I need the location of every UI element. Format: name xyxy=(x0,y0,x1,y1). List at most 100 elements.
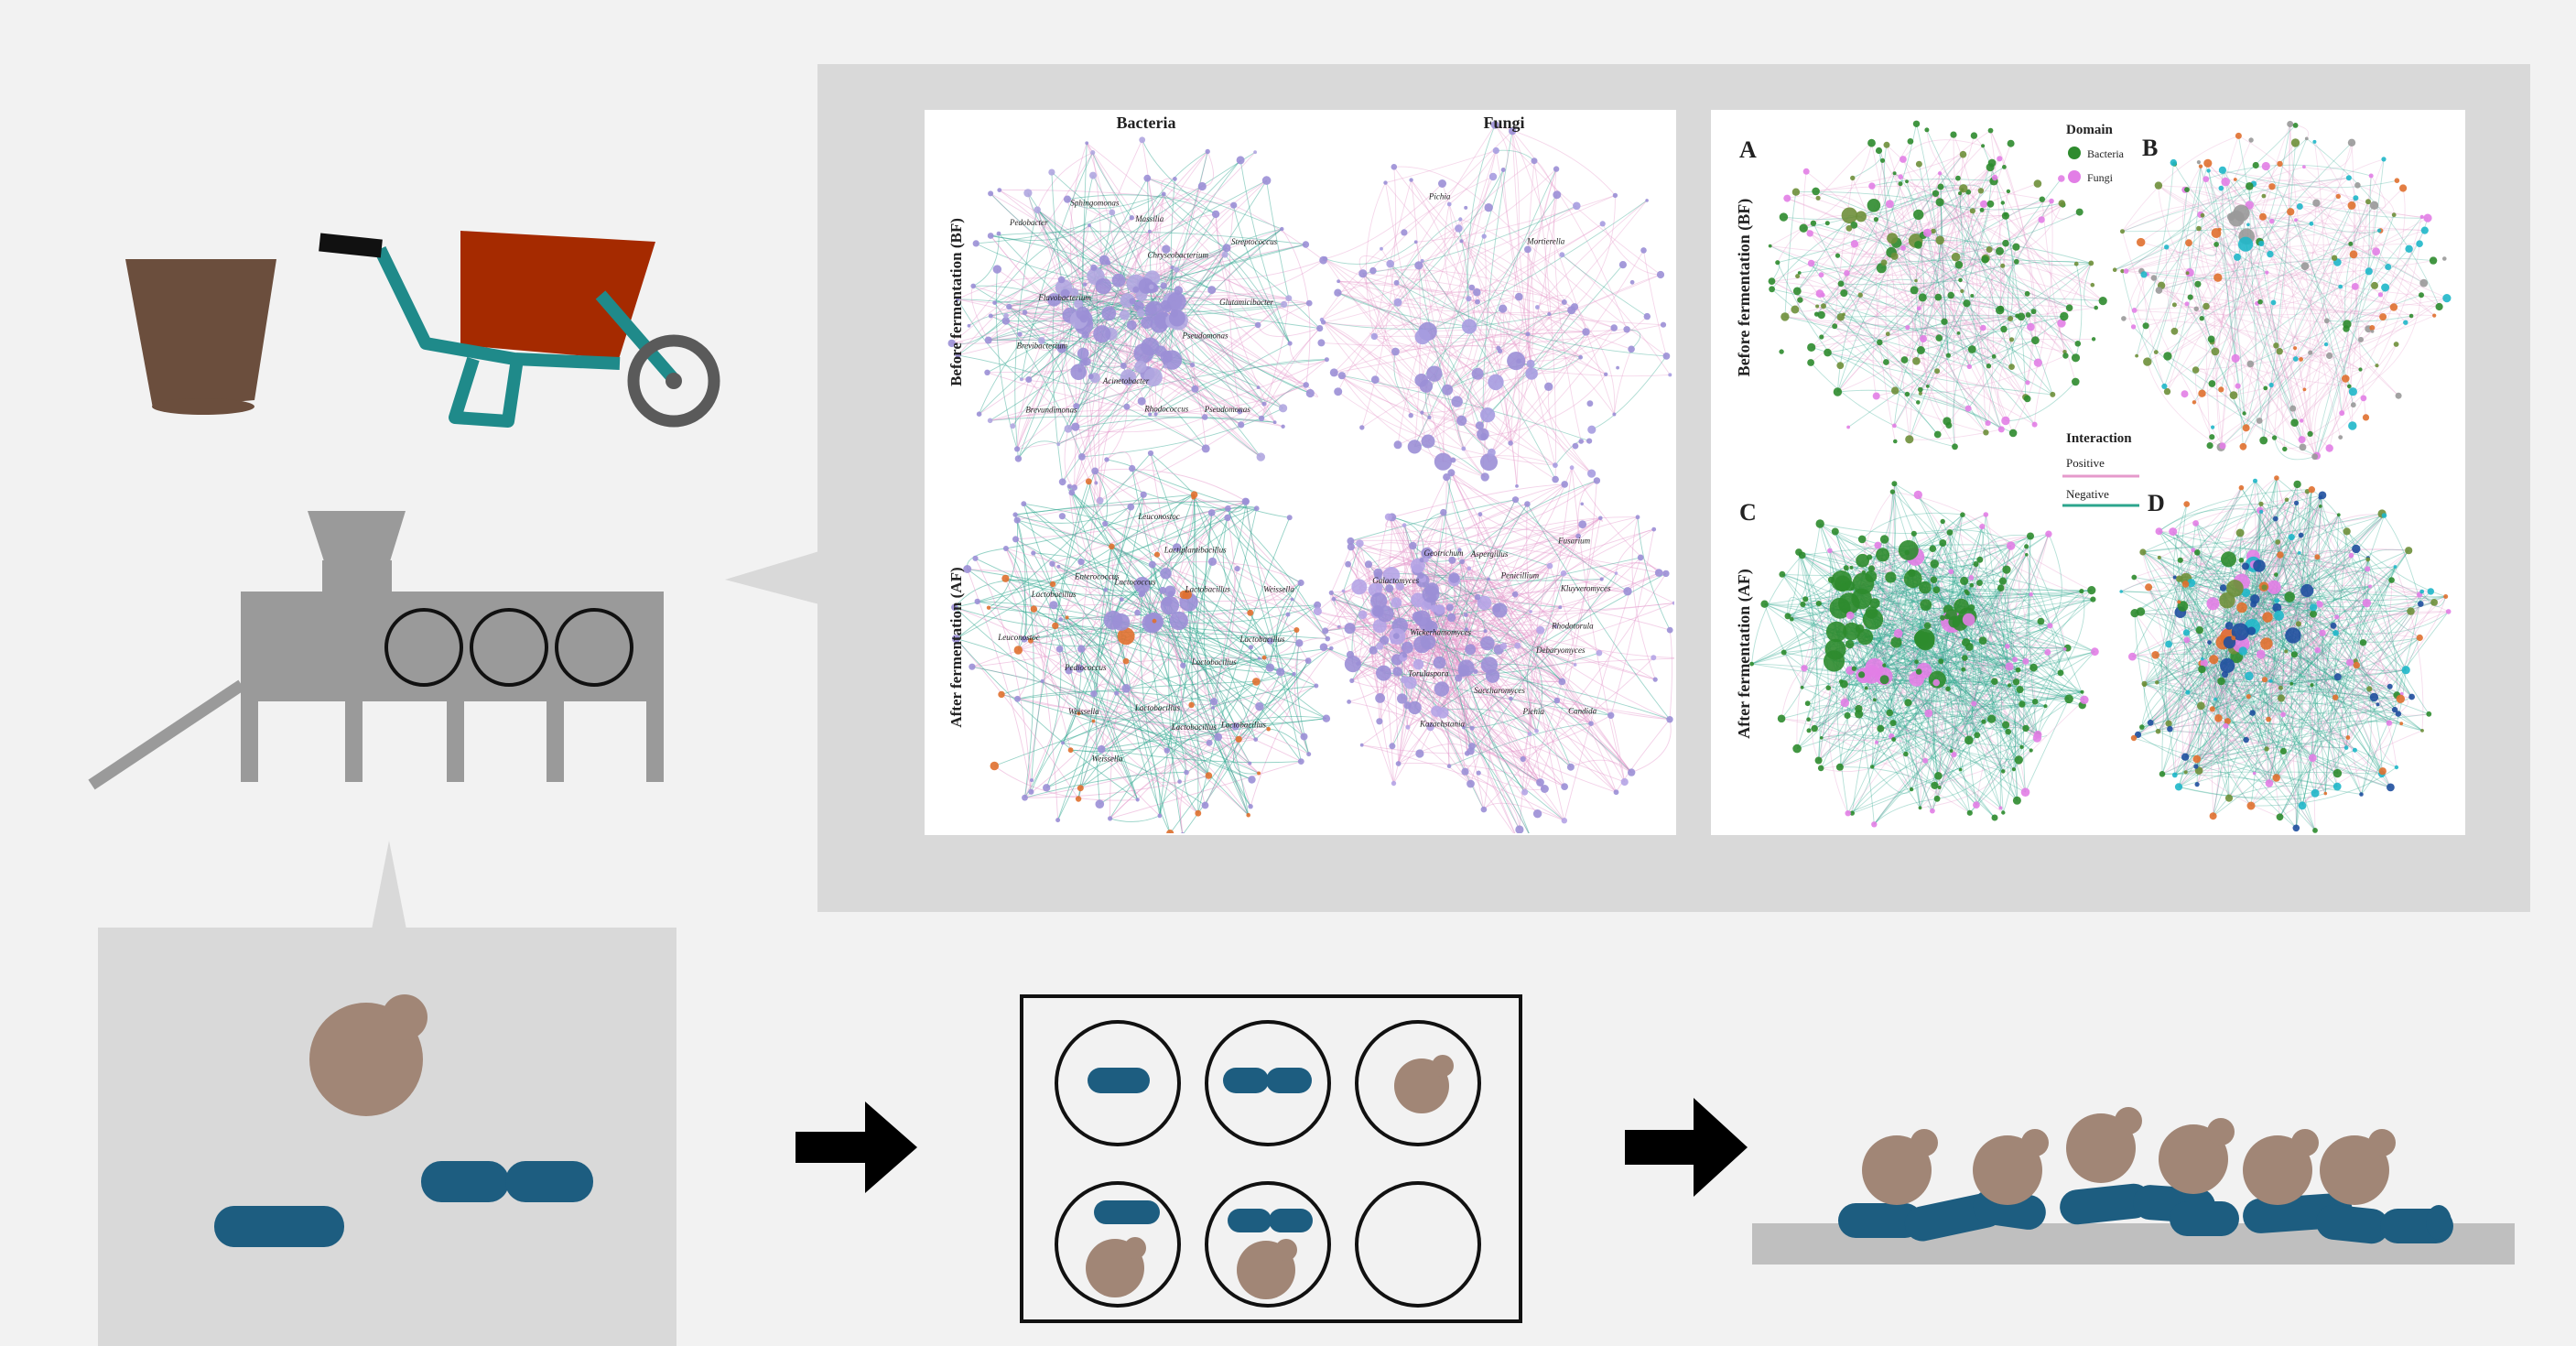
network-node xyxy=(2391,706,2398,713)
network-node xyxy=(1572,442,1579,450)
network-edge xyxy=(1878,150,2035,425)
network-node xyxy=(2165,640,2173,648)
network-edge xyxy=(1920,771,2004,809)
network-edge xyxy=(1438,610,1632,773)
network-edge xyxy=(1377,557,1641,613)
network-node xyxy=(2353,195,2359,201)
network-edge xyxy=(1819,293,1939,435)
network-node xyxy=(1055,818,1061,823)
network-node xyxy=(1797,271,1802,275)
network-edge xyxy=(1959,192,1981,350)
network-node xyxy=(1997,584,2005,592)
network-edge xyxy=(1163,193,1291,344)
network-node xyxy=(1241,497,1250,505)
network-edge xyxy=(1024,775,1209,798)
network-node xyxy=(1480,472,1489,482)
row-label-bf-right: Before fermentation (BF) xyxy=(1735,199,1754,377)
network-node xyxy=(1120,363,1127,369)
network-edge xyxy=(1331,592,1611,716)
network-node xyxy=(2226,212,2235,222)
network-edge xyxy=(2295,624,2303,829)
network-edge xyxy=(1939,646,2008,788)
network-node xyxy=(1134,609,1141,616)
network-edge xyxy=(1771,280,2078,344)
network-edge xyxy=(1823,154,1964,307)
network-node xyxy=(1935,198,1944,207)
network-node xyxy=(1909,787,1914,792)
network-edge xyxy=(2187,662,2212,694)
network-edge xyxy=(1835,536,2031,633)
network-edge xyxy=(2179,578,2303,806)
network-edge xyxy=(2228,585,2371,626)
network-edge xyxy=(1462,672,1511,703)
network-edge xyxy=(1446,389,1486,478)
network-edge xyxy=(1809,233,1986,433)
network-edge xyxy=(1143,228,1283,285)
network-node xyxy=(1337,279,1340,284)
network-node xyxy=(2302,165,2306,169)
network-edge xyxy=(1351,606,1451,681)
network-edge xyxy=(1843,141,1911,294)
network-edge xyxy=(2297,483,2396,711)
network-node xyxy=(1879,535,1889,544)
network-node xyxy=(1129,298,1136,305)
network-edge xyxy=(1932,621,1955,776)
network-edge xyxy=(2198,770,2280,818)
network-edge xyxy=(1482,131,1513,435)
network-edge xyxy=(1939,201,2062,211)
network-edge xyxy=(2189,272,2384,318)
network-node xyxy=(2135,353,2139,358)
network-edge xyxy=(1463,597,1479,728)
network-node xyxy=(1077,559,1085,566)
network-node xyxy=(1525,367,1538,380)
network-edge xyxy=(1921,316,2064,351)
network-node xyxy=(1910,286,1919,295)
network-edge xyxy=(2303,343,2327,390)
network-node xyxy=(2304,136,2309,141)
network-node xyxy=(1417,571,1424,580)
genus-label: Mortierella xyxy=(1526,236,1565,245)
network-node xyxy=(2177,601,2189,612)
callout-pointer xyxy=(725,551,819,604)
network-edge xyxy=(1445,476,1563,682)
network-node xyxy=(1918,293,1927,302)
network-edge xyxy=(2320,497,2420,638)
network-edge xyxy=(2246,592,2446,608)
network-edge xyxy=(979,287,1065,415)
network-edge xyxy=(2159,530,2214,660)
network-edge xyxy=(1871,691,2083,767)
network-edge xyxy=(1791,618,1920,672)
network-node xyxy=(1795,548,1802,556)
network-edge xyxy=(1804,598,1970,741)
network-node xyxy=(1306,752,1312,757)
network-edge xyxy=(1571,309,1616,415)
network-edge xyxy=(1518,356,1581,370)
network-edge xyxy=(990,315,1084,364)
network-edge xyxy=(2198,586,2371,771)
network-node xyxy=(1887,233,1899,244)
network-edge xyxy=(2185,579,2253,713)
network-node xyxy=(2155,287,2163,294)
network-edge xyxy=(1871,682,1937,767)
network-edge xyxy=(1417,608,1434,665)
network-node xyxy=(2057,319,2066,328)
network-edge xyxy=(1967,592,2083,693)
network-edge xyxy=(1939,172,1954,189)
network-node xyxy=(2257,299,2263,305)
network-node xyxy=(1652,677,1658,682)
network-edge xyxy=(2346,205,2376,325)
network-node xyxy=(1492,602,1508,618)
network-edge xyxy=(1213,701,1251,807)
network-edge xyxy=(1487,643,1617,793)
network-node xyxy=(2193,764,2199,769)
network-node xyxy=(1885,200,1894,209)
network-edge xyxy=(2025,699,2070,793)
network-edge xyxy=(1990,130,2002,310)
network-edge xyxy=(2181,632,2187,773)
network-edge xyxy=(2196,694,2397,760)
network-node xyxy=(2008,429,2018,438)
network-edge xyxy=(1395,345,1499,353)
network-edge xyxy=(1818,590,2092,761)
network-node xyxy=(1913,209,1924,221)
network-edge xyxy=(1818,640,1926,761)
